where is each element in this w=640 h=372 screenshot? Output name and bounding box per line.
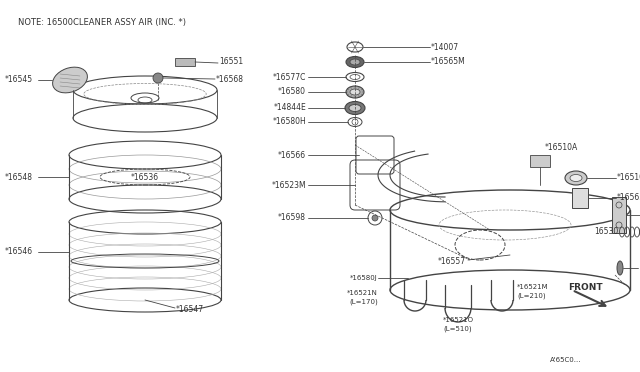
- Text: *16577C: *16577C: [273, 73, 306, 81]
- Text: *16521M: *16521M: [517, 284, 548, 290]
- Bar: [572, 188, 588, 208]
- Text: *14007: *14007: [431, 42, 459, 51]
- Ellipse shape: [347, 42, 363, 52]
- Text: *16580: *16580: [278, 87, 306, 96]
- Text: *14844E: *14844E: [273, 103, 306, 112]
- Text: (L=210): (L=210): [517, 293, 546, 299]
- Text: *16510A: *16510A: [545, 144, 579, 153]
- Text: (L=170): (L=170): [349, 299, 378, 305]
- Text: *16565N: *16565N: [617, 193, 640, 202]
- Ellipse shape: [350, 89, 360, 95]
- Text: 16551: 16551: [219, 58, 243, 67]
- Text: *16566: *16566: [278, 151, 306, 160]
- Text: (L=510): (L=510): [444, 326, 472, 332]
- Text: *16521O: *16521O: [442, 317, 474, 323]
- Text: NOTE: 16500CLEANER ASSY AIR (INC. *): NOTE: 16500CLEANER ASSY AIR (INC. *): [18, 18, 186, 27]
- Text: *16565M: *16565M: [431, 58, 466, 67]
- Text: 16500A: 16500A: [639, 263, 640, 273]
- Text: *16523M: *16523M: [271, 180, 306, 189]
- Circle shape: [153, 73, 163, 83]
- Text: *16545: *16545: [5, 76, 33, 84]
- Text: *16548: *16548: [5, 173, 33, 182]
- Text: 16530: 16530: [594, 228, 618, 237]
- Ellipse shape: [570, 174, 582, 182]
- Ellipse shape: [346, 57, 364, 67]
- Bar: [530, 155, 550, 167]
- Bar: [612, 197, 626, 233]
- Ellipse shape: [52, 67, 88, 93]
- Text: *16521N: *16521N: [347, 290, 378, 296]
- Ellipse shape: [345, 102, 365, 115]
- Text: *16598: *16598: [278, 214, 306, 222]
- Text: *16546: *16546: [5, 247, 33, 257]
- Text: *16568: *16568: [216, 74, 244, 83]
- Text: *16557: *16557: [438, 257, 466, 266]
- Ellipse shape: [350, 59, 360, 65]
- Text: A'65C0...: A'65C0...: [550, 357, 582, 363]
- Text: *16547: *16547: [176, 305, 204, 314]
- Text: FRONT: FRONT: [568, 282, 603, 292]
- Text: *16580J: *16580J: [350, 275, 378, 281]
- Text: *16580H: *16580H: [272, 118, 306, 126]
- Ellipse shape: [349, 105, 361, 112]
- Ellipse shape: [346, 86, 364, 98]
- Text: *16536: *16536: [131, 173, 159, 182]
- Text: *16510: *16510: [617, 173, 640, 183]
- Ellipse shape: [565, 171, 587, 185]
- Bar: [175, 58, 195, 66]
- Ellipse shape: [617, 261, 623, 275]
- Circle shape: [372, 215, 378, 221]
